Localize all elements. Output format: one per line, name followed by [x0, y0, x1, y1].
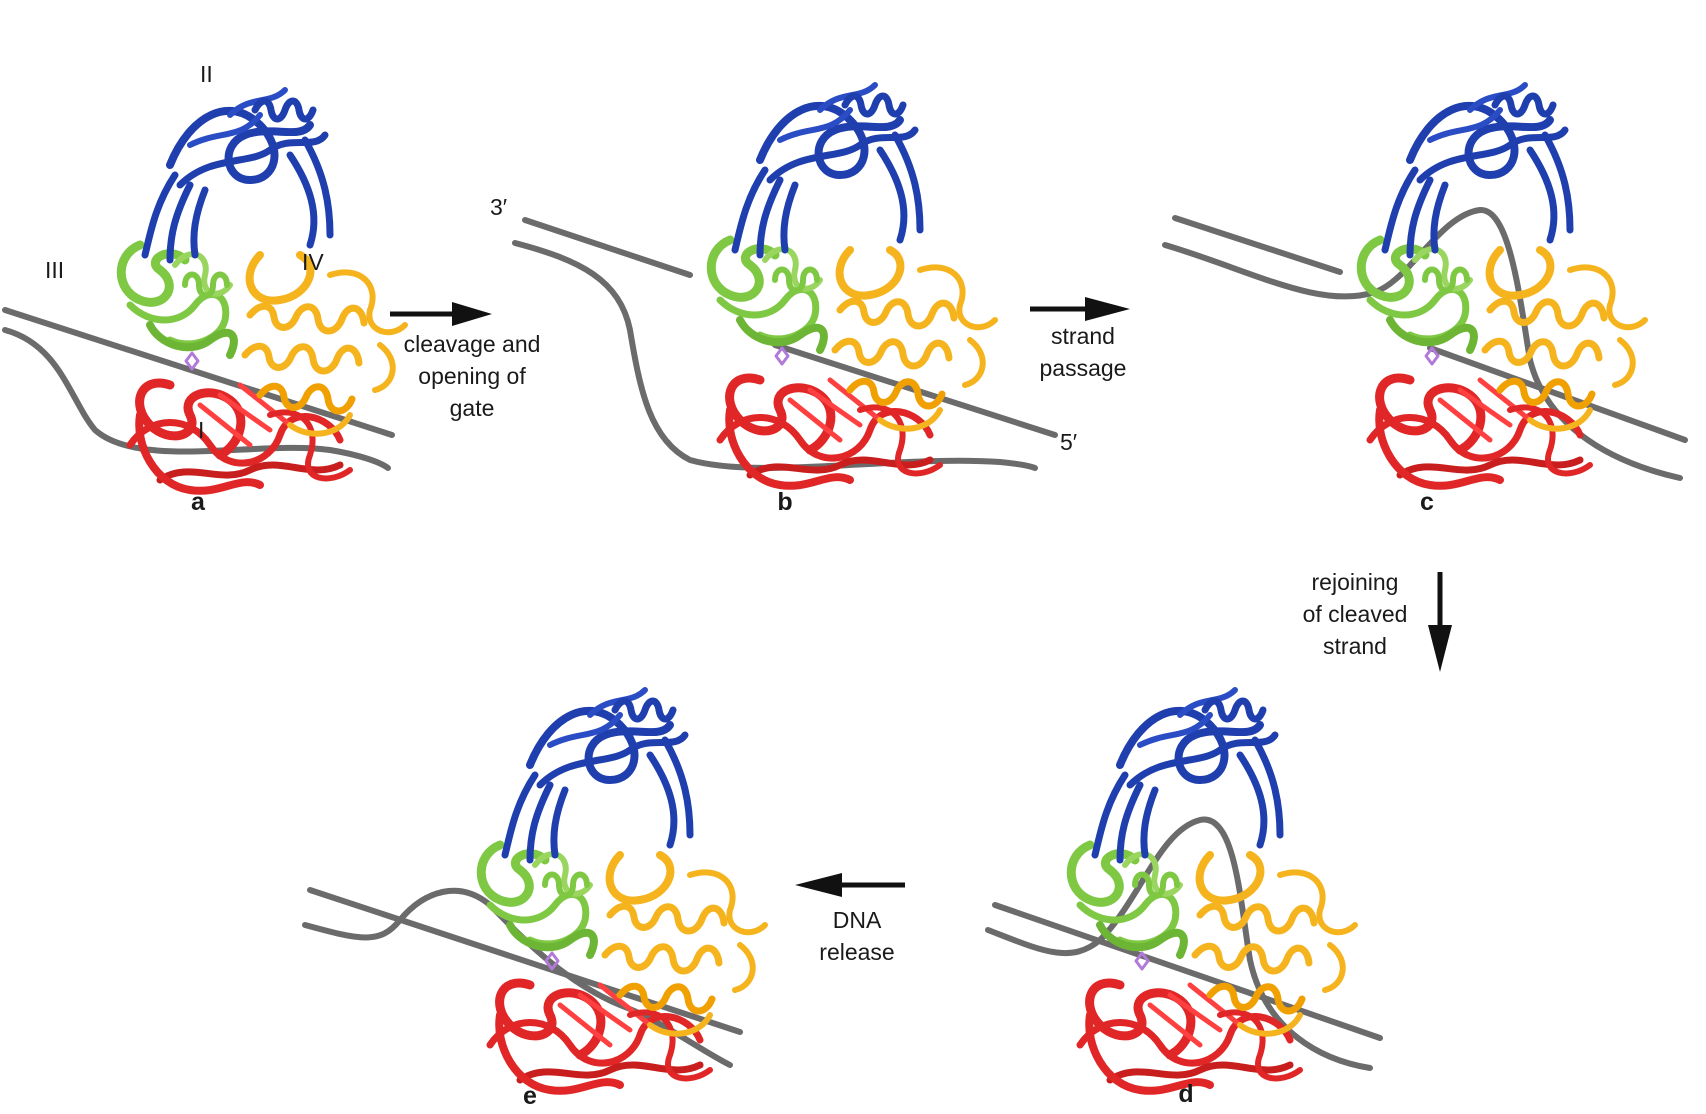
panel-e: e	[302, 690, 765, 1110]
dna-passed-segment	[985, 816, 1373, 1071]
protein-model-a	[121, 90, 405, 491]
step-label-cleavage-3: gate	[450, 395, 495, 421]
dna-bent-segment	[512, 240, 1038, 471]
step-label-dna-release-2: release	[819, 939, 894, 965]
step-label-strand-passage-2: passage	[1040, 355, 1127, 381]
dna-cleaved-lower-strand	[1427, 345, 1688, 443]
protein-model-c	[1361, 85, 1645, 486]
panel-letter-e: e	[523, 1082, 537, 1110]
domain-label-II: II	[200, 61, 213, 87]
step-label-cleavage-2: opening of	[418, 363, 526, 389]
arrow-dna-release	[795, 873, 905, 897]
step-label-dna-release-1: DNA	[833, 907, 882, 933]
panel-a: II III IV I a	[2, 61, 405, 516]
panel-letter-c: c	[1420, 488, 1434, 516]
arrow-rejoining	[1428, 572, 1452, 672]
step-label-rejoining-1: rejoining	[1312, 569, 1399, 595]
dna-cleaved-upper-strand	[522, 217, 693, 278]
panel-letter-a: a	[191, 488, 206, 516]
domain-label-III: III	[45, 257, 64, 283]
step-label-rejoining-2: of cleaved	[1303, 601, 1408, 627]
dna-released-segment-upper	[307, 887, 743, 1035]
panel-b: 3′ 5′ b	[490, 85, 1077, 516]
three-prime-label: 3′	[490, 194, 507, 220]
step-label-cleavage-1: cleavage and	[404, 331, 541, 357]
panel-letter-b: b	[777, 488, 792, 516]
dna-bent-segment	[2, 327, 391, 471]
dna-gate-segment	[2, 307, 395, 438]
domain-label-I: I	[198, 417, 204, 443]
arrow-cleavage	[390, 302, 492, 326]
protein-model-b	[711, 85, 995, 486]
arrow-strand-passage	[1030, 297, 1130, 321]
domain-label-IV: IV	[302, 249, 324, 275]
step-label-rejoining-3: strand	[1323, 633, 1387, 659]
five-prime-label: 5′	[1060, 429, 1077, 455]
protein-model-d	[1071, 690, 1355, 1091]
dna-rejoined-segment	[992, 902, 1383, 1041]
dna-cleaved-upper-strand	[1172, 215, 1343, 275]
panel-c: c	[1162, 85, 1688, 516]
protein-model-e	[481, 690, 765, 1091]
panel-d: d	[985, 690, 1383, 1108]
panel-letter-d: d	[1178, 1080, 1193, 1108]
step-label-strand-passage-1: strand	[1051, 323, 1115, 349]
